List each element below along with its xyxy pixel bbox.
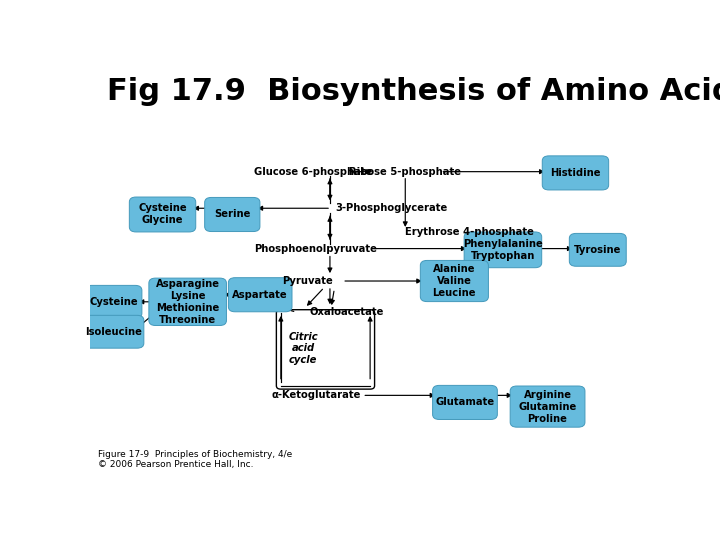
Text: Tyrosine: Tyrosine <box>574 245 621 255</box>
Text: Alanine
Valine
Leucine: Alanine Valine Leucine <box>433 264 476 298</box>
Text: Histidine: Histidine <box>550 168 600 178</box>
Text: Arginine
Glutamine
Proline: Arginine Glutamine Proline <box>518 389 577 423</box>
Text: 3-Phosphoglycerate: 3-Phosphoglycerate <box>336 203 448 213</box>
Text: Phenylalanine
Tryptophan: Phenylalanine Tryptophan <box>463 239 543 261</box>
FancyBboxPatch shape <box>420 260 488 302</box>
Text: Citric
acid
cycle: Citric acid cycle <box>288 332 318 365</box>
Text: Serine: Serine <box>214 210 251 219</box>
Text: Glucose 6-phosphate: Glucose 6-phosphate <box>254 167 372 177</box>
FancyBboxPatch shape <box>510 386 585 427</box>
Text: α-Ketoglutarate: α-Ketoglutarate <box>271 390 361 400</box>
FancyBboxPatch shape <box>464 232 541 268</box>
FancyBboxPatch shape <box>542 156 608 190</box>
Text: Cysteine
Glycine: Cysteine Glycine <box>138 204 187 226</box>
Text: Fig 17.9  Biosynthesis of Amino Acids: Fig 17.9 Biosynthesis of Amino Acids <box>107 77 720 106</box>
Text: Glutamate: Glutamate <box>436 397 495 407</box>
Text: Phosphoenolpyruvate: Phosphoenolpyruvate <box>255 244 377 254</box>
FancyBboxPatch shape <box>85 285 142 318</box>
Text: Isoleucine: Isoleucine <box>85 327 142 337</box>
Text: Ribose 5-phosphate: Ribose 5-phosphate <box>349 167 462 177</box>
FancyBboxPatch shape <box>83 315 144 348</box>
Text: Asparagine
Lysine
Methionine
Threonine: Asparagine Lysine Methionine Threonine <box>156 279 220 325</box>
Text: Erythrose 4-phosphate: Erythrose 4-phosphate <box>405 227 534 237</box>
Text: Figure 17-9  Principles of Biochemistry, 4/e
© 2006 Pearson Prentice Hall, Inc.: Figure 17-9 Principles of Biochemistry, … <box>99 450 292 469</box>
FancyBboxPatch shape <box>204 198 260 232</box>
FancyBboxPatch shape <box>228 278 292 312</box>
Text: Oxaloacetate: Oxaloacetate <box>310 307 384 317</box>
FancyBboxPatch shape <box>149 278 226 326</box>
Text: Cysteine: Cysteine <box>89 297 138 307</box>
Text: Aspartate: Aspartate <box>233 290 288 300</box>
FancyBboxPatch shape <box>276 310 374 389</box>
FancyBboxPatch shape <box>433 386 498 420</box>
FancyBboxPatch shape <box>570 233 626 266</box>
Text: Pyruvate: Pyruvate <box>282 276 333 286</box>
FancyBboxPatch shape <box>130 197 196 232</box>
